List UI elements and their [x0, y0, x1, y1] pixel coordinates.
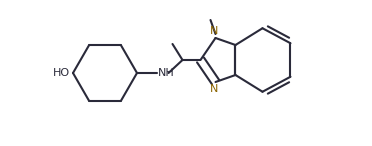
Text: N: N: [210, 27, 219, 36]
Text: HO: HO: [53, 68, 70, 78]
Text: NH: NH: [158, 68, 175, 78]
Text: N: N: [210, 84, 219, 93]
